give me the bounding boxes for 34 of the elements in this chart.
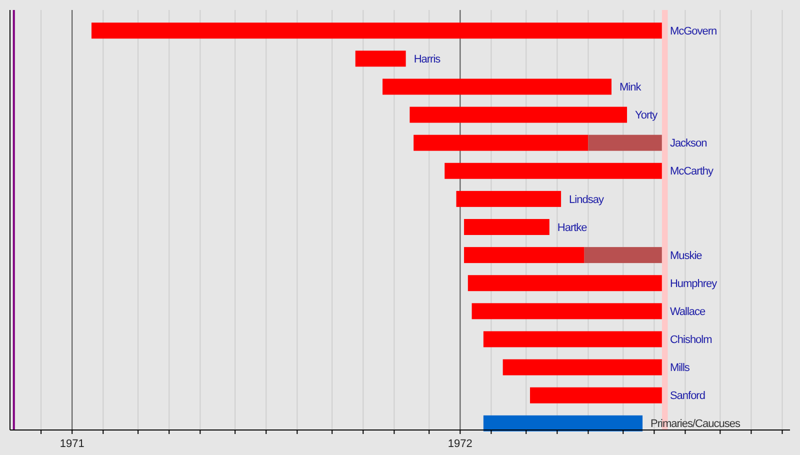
y-tick-label: Muskie (670, 250, 702, 262)
bar (483, 331, 662, 348)
y-tick-label: Harris (414, 54, 442, 66)
x-tick-label: 1971 (60, 438, 84, 450)
y-tick-label: Mink (619, 82, 642, 94)
y-tick-label: Yorty (635, 110, 658, 122)
bar (483, 415, 643, 432)
bar (472, 303, 662, 320)
bar (530, 387, 662, 404)
y-tick-label: Chisholm (670, 334, 712, 346)
bar (584, 247, 662, 264)
bar (588, 134, 662, 151)
y-tick-label: Mills (670, 362, 690, 374)
bar (502, 359, 662, 376)
bar (410, 106, 628, 123)
bar (464, 247, 584, 264)
bar (456, 190, 562, 207)
bar (91, 22, 662, 39)
bar (444, 162, 662, 179)
y-tick-label: Primaries/Caucuses (650, 418, 741, 430)
y-tick-label: Jackson (670, 138, 708, 150)
x-tick-label: 1972 (448, 438, 472, 450)
bar (414, 134, 588, 151)
y-tick-label: Hartke (557, 222, 588, 234)
bar (464, 219, 550, 235)
y-tick-label: Lindsay (569, 194, 604, 206)
y-tick-label: Humphrey (670, 278, 718, 290)
y-tick-label: McCarthy (670, 166, 714, 178)
bar (355, 50, 406, 67)
bar (382, 78, 612, 95)
y-tick-label: McGovern (670, 25, 718, 38)
bar (468, 275, 662, 292)
y-tick-label: Wallace (670, 306, 706, 318)
y-tick-label: Sanford (670, 390, 706, 402)
